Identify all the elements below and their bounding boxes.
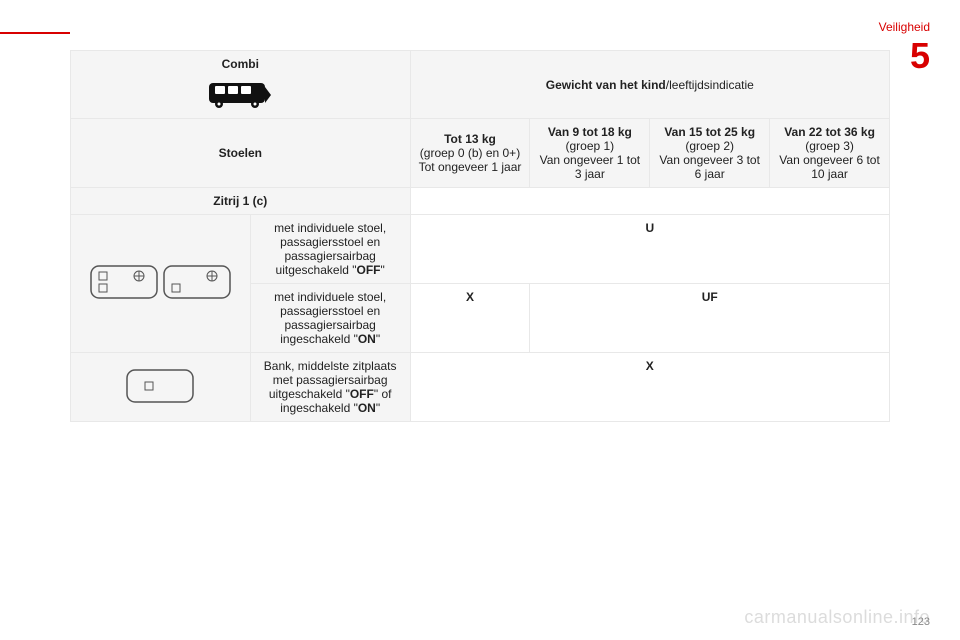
wcol0-title: Tot 13 kg: [419, 132, 522, 146]
wcol0-line3: Tot ongeveer 1 jaar: [419, 160, 522, 174]
section-label: Veiligheid: [879, 20, 930, 34]
weight-col-2: Van 15 tot 25 kg (groep 2) Van ongeveer …: [650, 119, 770, 188]
topview-pair-cell: [71, 215, 251, 353]
wcol1-line2: (groep 1): [538, 139, 641, 153]
desc3-cell: Bank, middelste zitplaats met passagiers…: [250, 353, 410, 422]
desc2-c: ": [376, 332, 380, 346]
weight-col-0: Tot 13 kg (groep 0 (b) en 0+) Tot ongeve…: [410, 119, 530, 188]
zitrij-label-cell: Zitrij 1 (c): [71, 188, 411, 215]
weight-col-1: Van 9 tot 18 kg (groep 1) Van ongeveer 1…: [530, 119, 650, 188]
val1: U: [645, 221, 654, 235]
desc3-d: ON: [358, 401, 376, 415]
weight-col-3: Van 22 tot 36 kg (groep 3) Van ongeveer …: [770, 119, 890, 188]
desc2-cell: met individuele stoel, passagiersstoel e…: [250, 284, 410, 353]
wcol2-line3: Van ongeveer 3 tot 6 jaar: [658, 153, 761, 181]
wcol2-title: Van 15 tot 25 kg: [658, 125, 761, 139]
desc3-b: OFF: [350, 387, 374, 401]
seats-label-cell: Stoelen: [71, 119, 411, 188]
van-top-icon-b: [162, 291, 232, 305]
accent-bar: [0, 32, 70, 34]
val2b: UF: [702, 290, 718, 304]
val2a: X: [466, 290, 474, 304]
val2b-cell: UF: [530, 284, 890, 353]
val2a-cell: X: [410, 284, 530, 353]
watermark: carmanualsonline.info: [744, 607, 930, 628]
topview-single-cell: [71, 353, 251, 422]
val3: X: [646, 359, 654, 373]
header-combi-cell: Combi: [71, 51, 411, 119]
wcol1-title: Van 9 tot 18 kg: [538, 125, 641, 139]
van-top-icon-a: [89, 291, 162, 305]
desc1-cell: met individuele stoel, passagiersstoel e…: [250, 215, 410, 284]
wcol2-line2: (groep 2): [658, 139, 761, 153]
desc1-b: OFF: [357, 263, 381, 277]
zitrij-label: Zitrij 1 (c): [213, 194, 267, 208]
val1-cell: U: [410, 215, 889, 284]
wcol3-title: Van 22 tot 36 kg: [778, 125, 881, 139]
desc2-b: ON: [358, 332, 376, 346]
wcol3-line2: (groep 3): [778, 139, 881, 153]
page-number: 123: [912, 616, 930, 628]
van-top-icon-c: [125, 395, 195, 409]
wcol0-line2: (groep 0 (b) en 0+): [419, 146, 522, 160]
weight-title-bold: Gewicht van het kind: [546, 78, 666, 92]
wcol3-line3: Van ongeveer 6 tot 10 jaar: [778, 153, 881, 181]
desc3-e: ": [376, 401, 380, 415]
val3-cell: X: [410, 353, 889, 422]
seats-label: Stoelen: [219, 146, 262, 160]
child-seat-table: Combi Gewicht van het kind/leeftijdsindi…: [70, 50, 890, 422]
header-weight-cell: Gewicht van het kind/leeftijdsindicatie: [410, 51, 889, 119]
van-side-icon: [79, 77, 402, 112]
combi-label: Combi: [79, 57, 402, 71]
zitrij-empty: [410, 188, 889, 215]
wcol1-line3: Van ongeveer 1 tot 3 jaar: [538, 153, 641, 181]
weight-title-rest: /leeftijdsindicatie: [666, 78, 754, 92]
desc1-c: ": [381, 263, 385, 277]
